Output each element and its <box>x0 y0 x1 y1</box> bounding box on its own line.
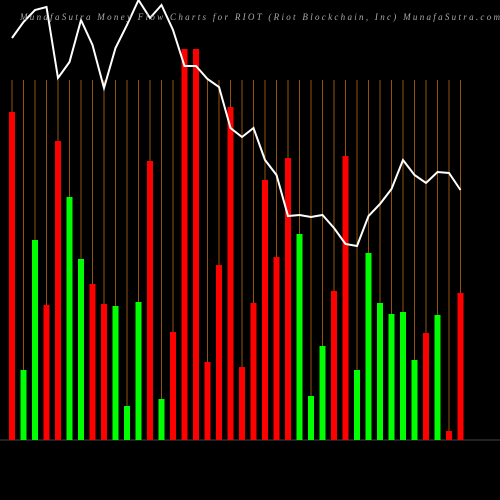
bar <box>227 107 234 440</box>
bar <box>124 406 130 440</box>
bar <box>285 158 291 440</box>
bar <box>66 197 73 440</box>
bar <box>101 304 107 440</box>
chart-title: MunafaSutra Money Flow Charts for RIOT (… <box>19 12 500 22</box>
bar <box>135 302 142 440</box>
bar <box>89 284 96 440</box>
bar <box>296 234 303 440</box>
bars <box>9 49 464 440</box>
bar <box>423 333 429 440</box>
bar <box>9 112 15 440</box>
bar <box>78 259 84 440</box>
bar <box>250 303 257 440</box>
bar <box>434 315 441 440</box>
bar <box>308 396 314 440</box>
bar <box>158 399 165 440</box>
bar <box>204 362 211 440</box>
bar <box>377 303 383 440</box>
bar <box>457 293 464 440</box>
bar <box>55 141 61 440</box>
bar <box>112 306 119 440</box>
bar <box>446 431 452 440</box>
bar <box>32 240 38 440</box>
bar <box>170 332 176 440</box>
bar <box>400 312 406 440</box>
bar <box>216 265 222 440</box>
bar <box>239 367 245 440</box>
bar <box>342 156 349 440</box>
bar <box>43 305 50 440</box>
bar <box>193 49 199 440</box>
bar <box>262 180 268 440</box>
lines <box>11 0 462 248</box>
bar <box>354 370 360 440</box>
flow-line <box>11 0 462 248</box>
bar <box>331 291 337 440</box>
bar <box>181 49 188 440</box>
bar <box>388 314 395 440</box>
bar <box>319 346 326 440</box>
bar <box>147 161 153 440</box>
bar <box>20 370 27 440</box>
bar <box>411 360 418 440</box>
bar <box>365 253 372 440</box>
bar <box>273 257 280 440</box>
